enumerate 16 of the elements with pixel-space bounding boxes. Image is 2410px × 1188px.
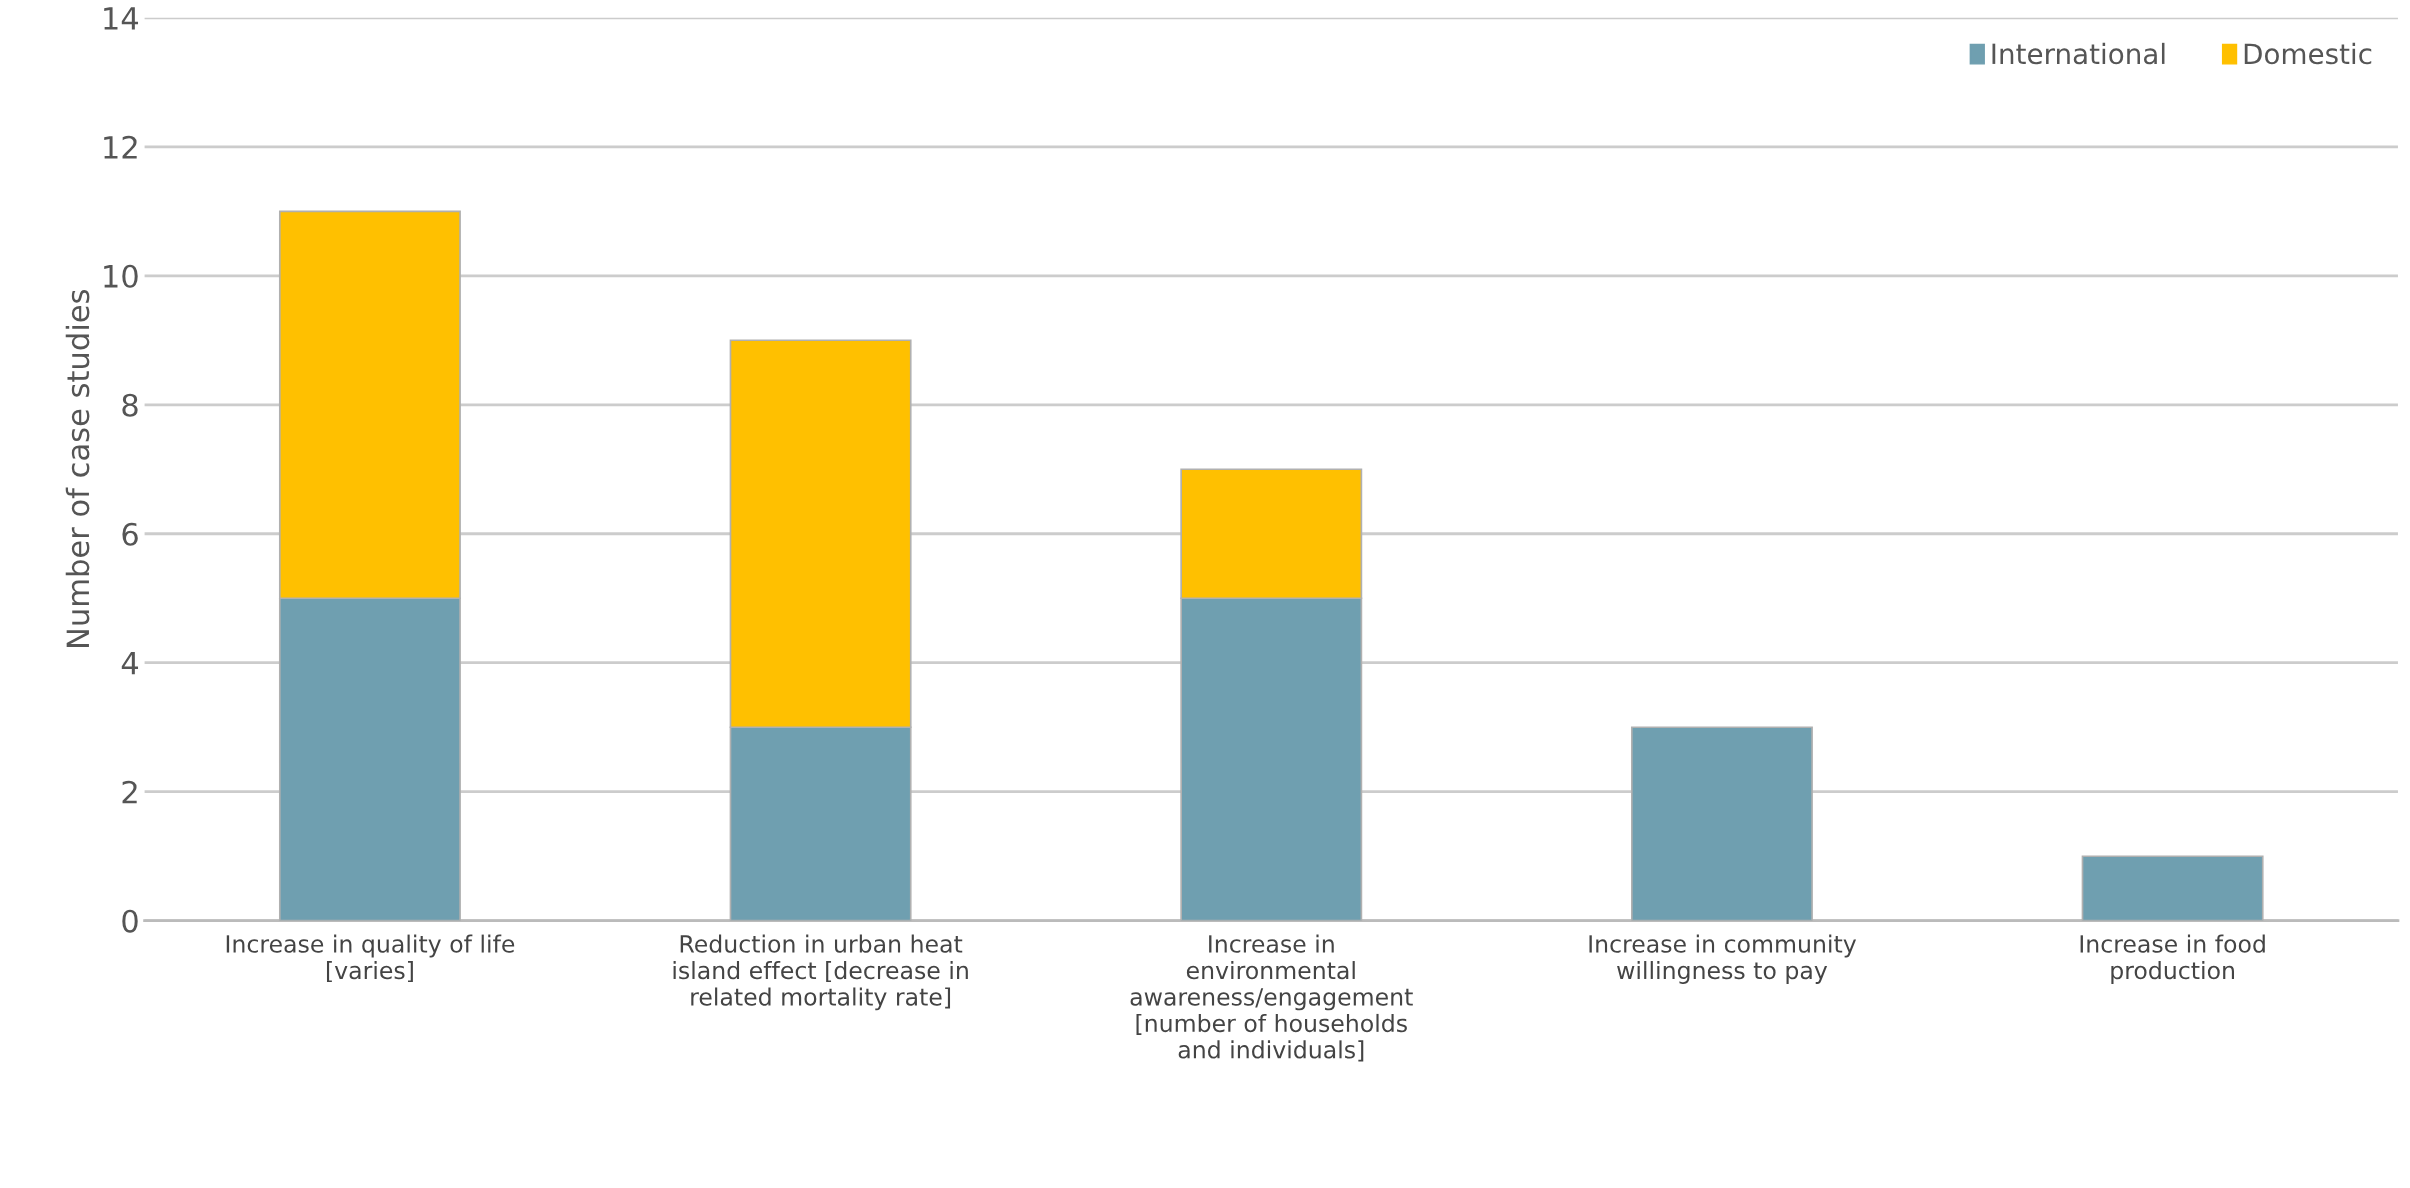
x-tick-label: Increase in food production [2080, 934, 2265, 984]
x-tick-label: Increase in environmental awareness/engagement [number of households and individuals] [1130, 934, 1413, 1062]
x-tick-label: Reduction in urban heat island effect [decrease in related mortality rate] [673, 934, 968, 1011]
y-tick-label: 0 [122, 909, 138, 933]
y-tick-label: 12 [104, 135, 137, 159]
y-tick-label: 2 [122, 780, 137, 804]
legend-label: International [1992, 42, 2165, 65]
x-tick-label: Increase in quality of life [varies] [226, 934, 515, 983]
legend-label: Domestic [2244, 42, 2372, 65]
y-tick-label: 10 [104, 264, 138, 288]
y-tick-label: 14 [104, 7, 139, 30]
x-tick-label: Increase in community willingness to pay [1589, 934, 1857, 984]
y-tick-label: 6 [122, 522, 138, 546]
y-tick-label: 4 [121, 652, 139, 675]
y-tick-label: 8 [122, 393, 138, 417]
y-axis-title: Number of case studies [65, 290, 90, 647]
